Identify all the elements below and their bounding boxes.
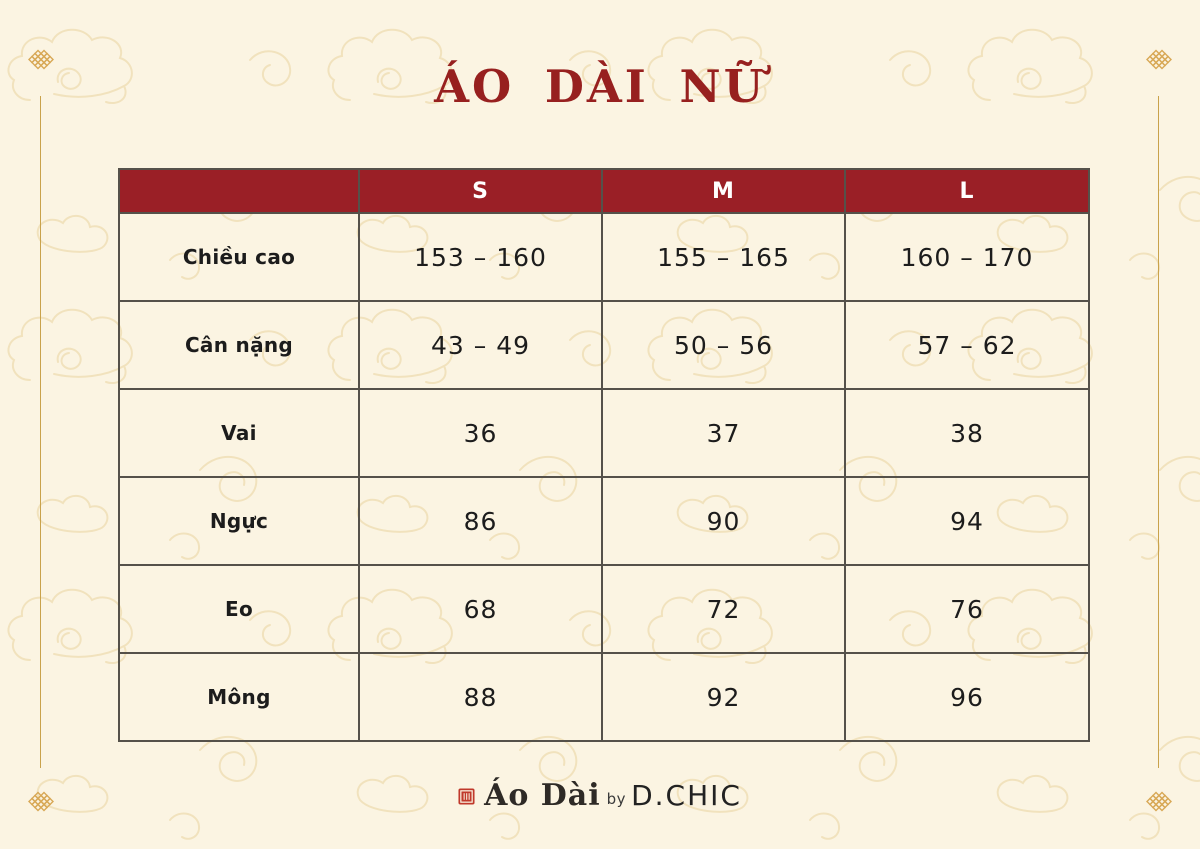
cell-mong-l: 96 <box>844 652 1090 742</box>
brand-ao-dai-text: Áo Dài <box>484 778 601 813</box>
cell-nguc-m: 90 <box>601 476 846 566</box>
row-label-vai: Vai <box>118 388 360 478</box>
cell-can-nang-s: 43 – 49 <box>358 300 603 390</box>
size-header-l: L <box>844 168 1090 214</box>
cell-chieu-cao-s: 153 – 160 <box>358 212 603 302</box>
seal-stamp-icon <box>458 788 475 805</box>
row-label-nguc: Ngực <box>118 476 360 566</box>
cell-can-nang-m: 50 – 56 <box>601 300 846 390</box>
brand-by-text: by <box>606 790 627 808</box>
cell-chieu-cao-l: 160 – 170 <box>844 212 1090 302</box>
table-row: Mông 88 92 96 <box>118 652 1090 742</box>
cell-chieu-cao-m: 155 – 165 <box>601 212 846 302</box>
brand-dchic-text: D.CHIC <box>631 778 742 812</box>
row-label-can-nang: Cân nặng <box>118 300 360 390</box>
table-row: Cân nặng 43 – 49 50 – 56 57 – 62 <box>118 300 1090 390</box>
brand-footer: Áo Dài by D.CHIC <box>0 779 1200 812</box>
cell-mong-s: 88 <box>358 652 603 742</box>
table-corner-cell <box>118 168 360 214</box>
table-row: Ngực 86 90 94 <box>118 476 1090 566</box>
cell-can-nang-l: 57 – 62 <box>844 300 1090 390</box>
cell-vai-s: 36 <box>358 388 603 478</box>
row-label-eo: Eo <box>118 564 360 654</box>
size-header-m: M <box>601 168 846 214</box>
page-title: ÁO DÀI NỮ <box>434 60 766 113</box>
table-header-row: S M L <box>118 168 1090 214</box>
cell-eo-m: 72 <box>601 564 846 654</box>
table-row: Chiều cao 153 – 160 155 – 165 160 – 170 <box>118 212 1090 302</box>
left-gold-line <box>40 96 41 768</box>
cell-nguc-l: 94 <box>844 476 1090 566</box>
cell-vai-m: 37 <box>601 388 846 478</box>
cell-nguc-s: 86 <box>358 476 603 566</box>
cell-mong-m: 92 <box>601 652 846 742</box>
cell-eo-s: 68 <box>358 564 603 654</box>
right-gold-line <box>1158 96 1159 768</box>
row-label-chieu-cao: Chiều cao <box>118 212 360 302</box>
cell-eo-l: 76 <box>844 564 1090 654</box>
row-label-mong: Mông <box>118 652 360 742</box>
size-chart-table: S M L Chiều cao 153 – 160 155 – 165 160 … <box>118 168 1090 742</box>
table-row: Eo 68 72 76 <box>118 564 1090 654</box>
cell-vai-l: 38 <box>844 388 1090 478</box>
table-row: Vai 36 37 38 <box>118 388 1090 478</box>
size-header-s: S <box>358 168 603 214</box>
